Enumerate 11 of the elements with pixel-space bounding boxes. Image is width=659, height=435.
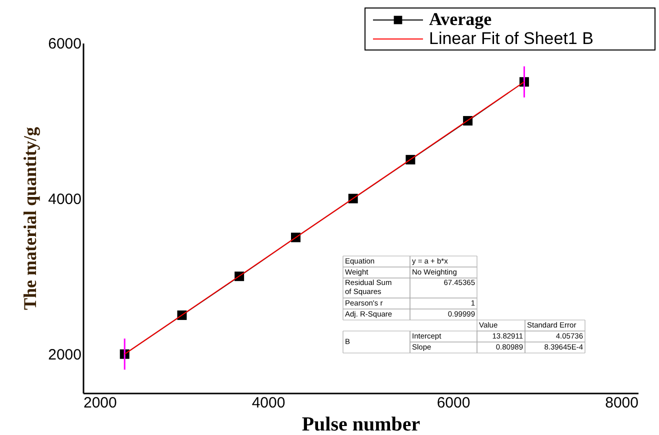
x-tick-label: 6000 xyxy=(436,394,470,412)
x-tick-label: 2000 xyxy=(84,394,117,412)
y-tick-label: 4000 xyxy=(48,191,82,208)
x-axis-title: Pulse number xyxy=(302,414,420,435)
y-tick-label: 6000 xyxy=(48,36,82,52)
x-tick-label: 4000 xyxy=(252,394,286,412)
y-tick-label: 2000 xyxy=(48,346,82,364)
legend-label: Average xyxy=(429,9,492,29)
y-axis-title: The material quantity/g xyxy=(20,127,40,310)
legend-label: Linear Fit of Sheet1 B xyxy=(429,29,594,48)
x-tick-label: 8000 xyxy=(605,394,638,412)
